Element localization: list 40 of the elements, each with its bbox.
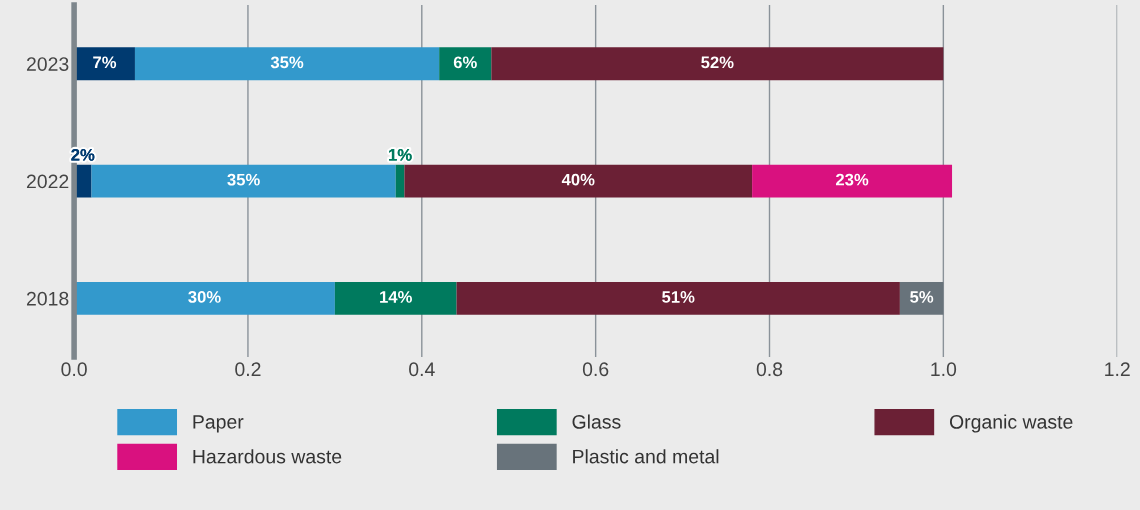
legend-label: Hazardous waste [193, 449, 342, 464]
y-tick-label: 2023 [26, 57, 69, 71]
data-label: 40% [561, 173, 595, 186]
bar [439, 47, 492, 81]
bar [74, 47, 135, 81]
bar [334, 281, 457, 315]
bar [91, 164, 396, 198]
y-tick-label: 2018 [26, 291, 69, 306]
data-label: 14% [380, 291, 412, 303]
data-label: 52% [701, 56, 734, 69]
bar [491, 47, 944, 81]
data-label: 5% [910, 291, 934, 303]
data-label: 2% [71, 148, 95, 161]
legend-label: Organic waste [949, 414, 1073, 433]
bar [395, 164, 405, 198]
data-label: 35% [227, 173, 260, 186]
legend-label: Plastic and metal [573, 449, 719, 464]
x-tick-label: 0.6 [582, 362, 609, 377]
data-label: 35% [270, 56, 304, 69]
bar [404, 164, 753, 198]
data-label: 30% [188, 291, 221, 303]
bar [134, 47, 440, 81]
data-label: 51% [662, 291, 695, 303]
bar [74, 281, 335, 315]
bar [456, 281, 900, 315]
y-tick-label: 2022 [26, 174, 69, 189]
bar [752, 164, 953, 198]
data-label: 1% [389, 148, 412, 161]
data-label: 7% [93, 56, 117, 69]
x-tick-label: 0.2 [235, 362, 261, 377]
x-tick-label: 1.0 [931, 362, 957, 377]
bar [899, 281, 944, 315]
data-label: 23% [835, 173, 869, 186]
x-tick-label: 0.0 [61, 362, 87, 377]
x-tick-label: 1.2 [1105, 362, 1130, 376]
legend-label: Glass [572, 414, 621, 429]
x-tick-label: 0.4 [409, 362, 435, 377]
x-tick-label: 0.8 [756, 362, 783, 377]
data-label: 6% [453, 56, 477, 69]
legend-label: Paper [193, 415, 244, 433]
